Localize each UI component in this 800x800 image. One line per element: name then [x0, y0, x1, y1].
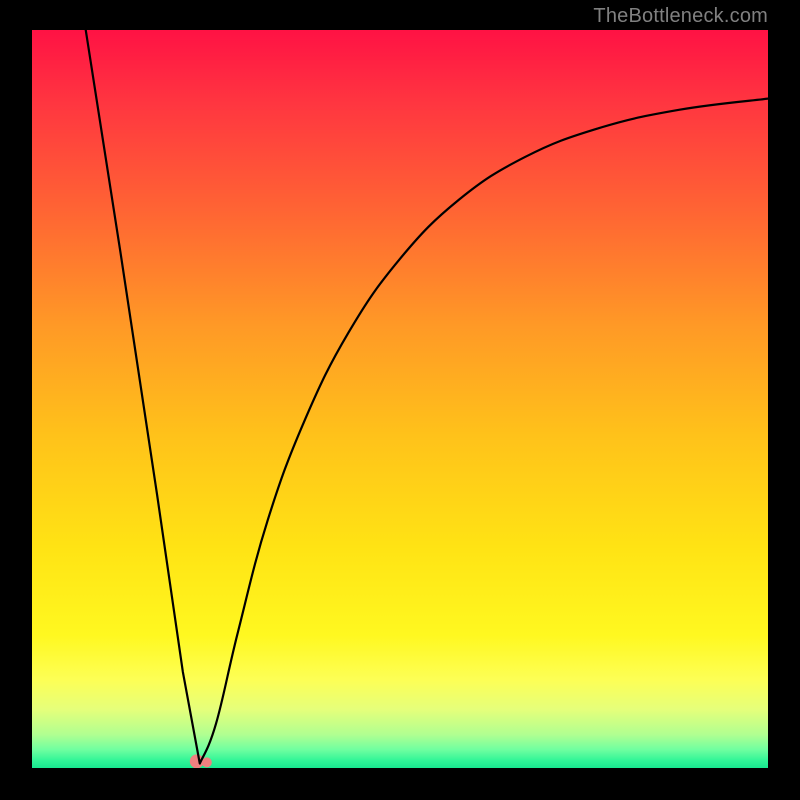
- plot-svg: [32, 30, 768, 768]
- watermark-text: TheBottleneck.com: [593, 5, 768, 28]
- chart-container: TheBottleneck.com: [0, 0, 800, 800]
- plot-area: [32, 30, 768, 768]
